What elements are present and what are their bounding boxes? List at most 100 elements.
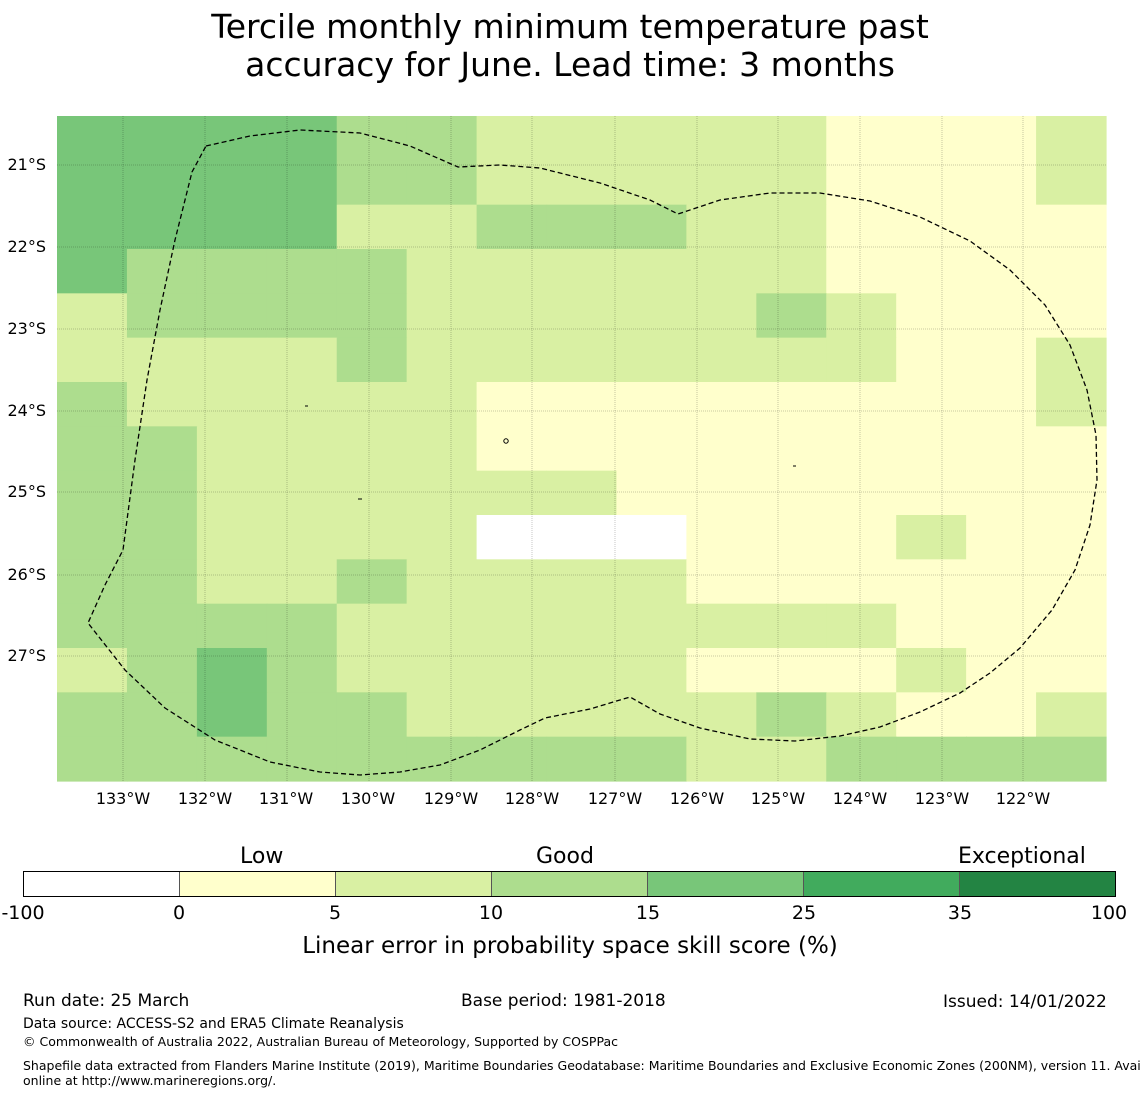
skill-grid-cell (966, 293, 1037, 339)
colorbar-tick: -100 (1, 902, 45, 924)
skill-grid-cell (616, 515, 687, 560)
skill-grid-cell (57, 426, 128, 472)
skill-grid-cell (686, 293, 757, 339)
skill-grid-cell (406, 426, 478, 472)
skill-grid-cell (826, 603, 897, 649)
skill-grid-cell (966, 382, 1037, 427)
skill-grid-cell (966, 470, 1037, 516)
skill-grid-cell (546, 204, 618, 250)
skill-grid-cell (406, 116, 478, 161)
skill-grid-cell (57, 337, 128, 383)
skill-grid-cell (406, 382, 478, 427)
skill-grid-cell (686, 426, 757, 472)
skill-grid-cell (616, 204, 687, 250)
skill-grid-cell (336, 249, 408, 294)
skill-grid-cell (126, 603, 198, 649)
colorbar-tick: 25 (791, 902, 817, 924)
skill-grid-cell (336, 470, 408, 516)
colorbar-tick: 5 (328, 902, 342, 924)
skill-grid-cell (57, 382, 128, 427)
skill-grid-cell (686, 603, 757, 649)
skill-grid-cell (896, 559, 967, 605)
skill-grid-cell (756, 692, 827, 738)
skill-grid-cell (826, 293, 897, 339)
shapefile-credit-line-1: Shapefile data extracted from Flanders M… (23, 1058, 1140, 1073)
skill-grid-cell (126, 426, 198, 472)
skill-grid-cell (57, 249, 128, 294)
skill-grid-cell (756, 160, 827, 206)
skill-grid-cell (406, 692, 478, 738)
lon-label-127w: 127°W (587, 789, 643, 808)
eez-boundary (87, 129, 1098, 776)
lon-label-122w: 122°W (995, 789, 1051, 808)
colorbar-tick: 0 (172, 902, 186, 924)
skill-grid-cell (406, 470, 478, 516)
skill-grid-cell (1036, 204, 1107, 250)
skill-grid-cell (686, 559, 757, 605)
skill-grid-cell (686, 337, 757, 383)
skill-grid-cell (686, 160, 757, 206)
skill-grid-cell (546, 515, 618, 560)
skill-grid-cell (336, 204, 408, 250)
skill-grid-cell (1036, 160, 1107, 206)
colorbar-tick: 15 (635, 902, 661, 924)
skill-grid-cell (266, 603, 338, 649)
lat-label-27s: 27°S (7, 646, 46, 665)
graticule-lines (57, 116, 1106, 781)
skill-grid-cell (196, 648, 268, 693)
skill-grid-cell (196, 337, 268, 383)
skill-grid-cell (756, 648, 827, 693)
skill-grid-cell (196, 204, 268, 250)
skill-grid-cell (57, 293, 128, 339)
skill-grid-cell (896, 337, 967, 383)
skill-grid-cell (686, 515, 757, 560)
skill-grid-cell (57, 736, 128, 782)
skill-grid-cell (476, 692, 548, 738)
skill-grid-cell (826, 648, 897, 693)
skill-grid-cell (686, 382, 757, 427)
skill-grid-cell (616, 293, 687, 339)
skill-grid-cell (1036, 249, 1107, 294)
skill-grid-cell (266, 515, 338, 560)
skill-grid-cell (686, 692, 757, 738)
title-line-2: accuracy for June. Lead time: 3 months (245, 45, 895, 84)
skill-grid-cell (126, 648, 198, 693)
skill-grid-cell (336, 426, 408, 472)
skill-grid-cell (826, 692, 897, 738)
skill-grid-cell (336, 160, 408, 206)
skill-grid-cell (756, 382, 827, 427)
shapefile-credit-line-2: online at http://www.marineregions.org/. (23, 1073, 277, 1088)
skill-grid-cell (756, 204, 827, 250)
colorbar-heading-good: Good (536, 844, 594, 869)
skill-grid-cell (966, 116, 1037, 161)
skill-grid-cell (336, 736, 408, 782)
skill-grid-cell (826, 249, 897, 294)
skill-grid-cell (546, 736, 618, 782)
skill-grid-cell (336, 337, 408, 383)
skill-grid-cell (476, 293, 548, 339)
skill-grid-cell (57, 470, 128, 516)
skill-grid-cell (896, 426, 967, 472)
skill-grid-cell (126, 692, 198, 738)
skill-grid-cell (896, 116, 967, 161)
skill-grid-cell (476, 736, 548, 782)
colorbar (23, 871, 1116, 897)
skill-grid-cell (756, 337, 827, 383)
skill-grid-cell (476, 515, 548, 560)
skill-grid-cell (756, 603, 827, 649)
skill-grid-cell (266, 116, 338, 161)
skill-grid-cell (616, 648, 687, 693)
skill-grid-cell (57, 603, 128, 649)
skill-grid-cell (756, 559, 827, 605)
skill-grid-cell (756, 515, 827, 560)
skill-grid-cell (1036, 382, 1107, 427)
skill-grid-cell (126, 249, 198, 294)
skill-grid-cell (266, 249, 338, 294)
issued-date: Issued: 14/01/2022 (943, 992, 1107, 1012)
run-date: Run date: 25 March (23, 991, 190, 1011)
skill-grid-cell (616, 160, 687, 206)
skill-grid-cell (756, 426, 827, 472)
skill-grid-cell (406, 160, 478, 206)
lat-label-25s: 25°S (7, 482, 46, 501)
skill-grid-cell (896, 603, 967, 649)
